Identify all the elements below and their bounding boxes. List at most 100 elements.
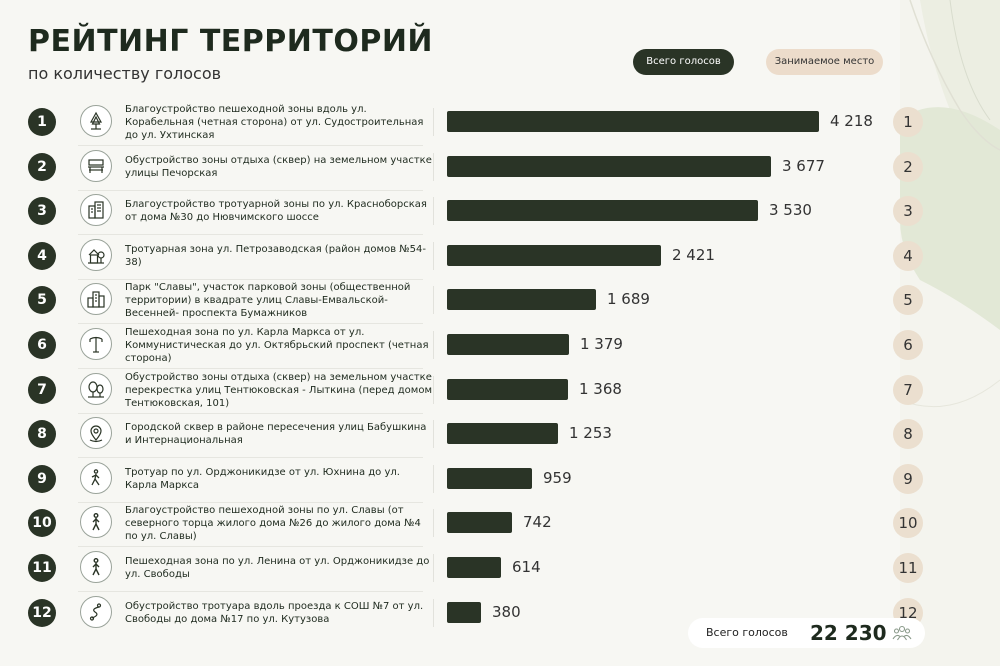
total-votes-label: Всего голосов: [706, 626, 788, 639]
column-divider: [433, 331, 434, 359]
vote-bar: [447, 111, 819, 132]
rating-row: 8 Городской сквер в районе пересечения у…: [0, 412, 1000, 458]
pedestrian-icon: [80, 462, 112, 494]
vote-count: 614: [512, 558, 541, 576]
bench-icon: [80, 150, 112, 182]
row-separator: [78, 367, 423, 369]
territory-label: Городской сквер в районе пересечения ули…: [125, 422, 427, 446]
rating-row: 5 Парк "Славы", участок парковой зоны (о…: [0, 278, 1000, 324]
place-badge: 9: [893, 464, 923, 494]
row-separator: [78, 412, 423, 414]
vote-count: 2 421: [672, 246, 715, 264]
page-subtitle: по количеству голосов: [28, 64, 222, 83]
territory-label: Тротуарная зона ул. Петрозаводская (райо…: [125, 244, 427, 268]
vote-count: 3 677: [782, 157, 825, 175]
rating-row: 10 Благоустройство пешеходной зоны по ул…: [0, 501, 1000, 547]
rank-badge: 11: [28, 554, 56, 582]
rating-row: 11 Пешеходная зона по ул. Ленина от ул. …: [0, 546, 1000, 592]
column-divider: [433, 286, 434, 314]
row-separator: [78, 144, 423, 146]
vote-count: 742: [523, 513, 552, 531]
rating-row: 2 Обустройство зоны отдыха (сквер) на зе…: [0, 145, 1000, 191]
row-separator: [78, 545, 423, 547]
column-divider: [433, 242, 434, 270]
rank-badge: 9: [28, 465, 56, 493]
rating-row: 1 Благоустройство пешеходной зоны вдоль …: [0, 100, 1000, 146]
place-badge: 5: [893, 285, 923, 315]
legend-place-pill: Занимаемое место: [766, 49, 883, 75]
buildings-icon: [80, 194, 112, 226]
vote-count: 1 379: [580, 335, 623, 353]
rank-badge: 5: [28, 286, 56, 314]
place-badge: 8: [893, 419, 923, 449]
legend-votes-pill: Всего голосов: [633, 49, 734, 75]
tree-icon: [80, 105, 112, 137]
territory-label: Пешеходная зона по ул. Карла Маркса от у…: [125, 326, 429, 364]
territory-label: Обустройство зоны отдыха (сквер) на земе…: [125, 155, 432, 179]
place-badge: 3: [893, 196, 923, 226]
place-badge: 2: [893, 152, 923, 182]
place-badge: 11: [893, 553, 923, 583]
walking-person-icon: [80, 506, 112, 538]
territory-label: Благоустройство пешеходной зоны вдоль ул…: [125, 103, 424, 141]
vote-bar: [447, 289, 596, 310]
column-divider: [433, 599, 434, 627]
trees-icon: [80, 373, 112, 405]
vote-count: 380: [492, 603, 521, 621]
territory-label: Благоустройство тротуарной зоны по ул. К…: [125, 199, 427, 223]
vote-count: 1 689: [607, 290, 650, 308]
rating-row: 4 Тротуарная зона ул. Петрозаводская (ра…: [0, 234, 1000, 280]
column-divider: [433, 153, 434, 181]
vote-bar: [447, 423, 558, 444]
row-separator: [78, 322, 423, 324]
vote-count: 1 368: [579, 380, 622, 398]
place-badge: 6: [893, 330, 923, 360]
column-divider: [433, 376, 434, 404]
row-separator: [78, 456, 423, 458]
column-divider: [433, 465, 434, 493]
row-separator: [78, 501, 423, 503]
vote-count: 959: [543, 469, 572, 487]
place-badge: 7: [893, 375, 923, 405]
vote-bar: [447, 200, 758, 221]
row-separator: [78, 590, 423, 592]
rank-badge: 10: [28, 509, 56, 537]
rank-badge: 1: [28, 108, 56, 136]
location-pin-icon: [80, 417, 112, 449]
total-votes-box: Всего голосов 22 230: [688, 618, 925, 648]
territory-label: Благоустройство пешеходной зоны по ул. С…: [125, 504, 421, 542]
territory-label: Тротуар по ул. Орджоникидзе от ул. Юхнин…: [125, 467, 400, 491]
house-tree-icon: [80, 239, 112, 271]
vote-bar: [447, 245, 661, 266]
column-divider: [433, 509, 434, 537]
vote-count: 4 218: [830, 112, 873, 130]
vote-bar: [447, 557, 501, 578]
rank-badge: 4: [28, 242, 56, 270]
vote-count: 3 530: [769, 201, 812, 219]
territory-label: Обустройство зоны отдыха (сквер) на земе…: [125, 371, 432, 409]
place-badge: 1: [893, 107, 923, 137]
place-badge: 4: [893, 241, 923, 271]
rating-row: 3 Благоустройство тротуарной зоны по ул.…: [0, 189, 1000, 235]
rank-badge: 6: [28, 331, 56, 359]
row-separator: [78, 189, 423, 191]
street-lamp-icon: [80, 328, 112, 360]
rating-row: 7 Обустройство зоны отдыха (сквер) на зе…: [0, 368, 1000, 414]
row-separator: [78, 278, 423, 280]
page-title: РЕЙТИНГ ТЕРРИТОРИЙ: [28, 24, 434, 59]
column-divider: [433, 197, 434, 225]
column-divider: [433, 420, 434, 448]
rank-badge: 7: [28, 376, 56, 404]
rank-badge: 2: [28, 153, 56, 181]
rank-badge: 12: [28, 599, 56, 627]
vote-bar: [447, 156, 771, 177]
vote-bar: [447, 602, 481, 623]
place-badge: 10: [893, 508, 923, 538]
vote-bar: [447, 512, 512, 533]
city-buildings-icon: [80, 283, 112, 315]
vote-count: 1 253: [569, 424, 612, 442]
row-separator: [78, 233, 423, 235]
walking-person-icon: [80, 551, 112, 583]
rating-row: 6 Пешеходная зона по ул. Карла Маркса от…: [0, 323, 1000, 369]
territory-label: Обустройство тротуара вдоль проезда к СО…: [125, 601, 424, 625]
